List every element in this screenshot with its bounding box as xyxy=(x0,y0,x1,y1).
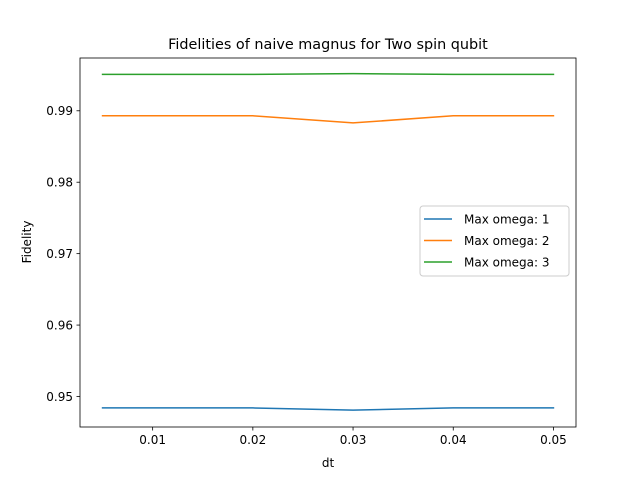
axes-frame xyxy=(79,57,577,428)
chart-title: Fidelities of naive magnus for Two spin … xyxy=(168,37,488,53)
legend-label: Max omega: 2 xyxy=(464,234,550,248)
legend-label: Max omega: 1 xyxy=(464,212,550,226)
legend-box xyxy=(419,205,570,277)
y-tick-label: 0.96 xyxy=(46,318,73,332)
series-line-max-omega-2 xyxy=(101,115,555,124)
series-line-max-omega-3 xyxy=(101,72,555,76)
y-tick-label: 0.95 xyxy=(46,390,73,404)
x-tick-label: 0.03 xyxy=(340,433,367,447)
y-tick-label: 0.97 xyxy=(46,247,73,261)
y-axis-label: Fidelity xyxy=(20,221,34,264)
x-tick-label: 0.02 xyxy=(239,433,266,447)
y-tick-label: 0.98 xyxy=(46,176,73,190)
y-tick-label: 0.99 xyxy=(46,104,73,118)
x-tick-label: 0.01 xyxy=(139,433,166,447)
x-axis-label: dt xyxy=(322,456,335,470)
x-tick-label: 0.04 xyxy=(440,433,467,447)
legend-label: Max omega: 3 xyxy=(464,255,550,269)
x-axis: 0.01 0.02 0.03 0.04 0.05 xyxy=(139,427,567,447)
legend: Max omega: 1 Max omega: 2 Max omega: 3 xyxy=(419,205,570,277)
series-lines xyxy=(101,72,555,411)
plot-area: 0.01 0.02 0.03 0.04 0.05 0.950.960.970.980.9… xyxy=(46,57,577,447)
x-tick-label: 0.05 xyxy=(540,433,567,447)
y-axis: 0.95 0.96 0.97 0.98 0.99 xyxy=(46,104,80,404)
series-line-max-omega-1 xyxy=(101,407,555,411)
